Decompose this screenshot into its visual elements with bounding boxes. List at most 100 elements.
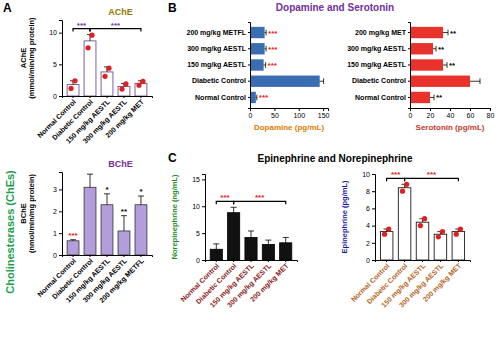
axis-line [59, 173, 63, 256]
panel-letter: C [168, 151, 177, 165]
tick: 10 [49, 29, 62, 36]
error-bar [213, 244, 219, 249]
significance-label: *** [268, 29, 278, 38]
y-axis-label: Norepinephrine (ng/mL) [170, 174, 179, 260]
value-axis: 050100150 [249, 108, 330, 119]
tick-label: 1 [53, 230, 57, 237]
tick-label: 4 [366, 222, 370, 229]
error-cap [436, 46, 437, 52]
category-tick: 300 mg/kg AESTL [347, 45, 410, 53]
x-axis-label: Dopamine (pg/mL) [254, 123, 325, 132]
axis-line [411, 109, 491, 112]
plot-area [410, 27, 480, 103]
tick-label: 10 [362, 171, 370, 178]
tick-mark [216, 260, 217, 262]
tick-mark [233, 260, 234, 262]
tick: 10 [192, 203, 205, 210]
error-line [251, 231, 252, 237]
error-bar [443, 62, 447, 68]
category-label: Diabetic Control [352, 77, 406, 84]
tick-label: 0 [366, 257, 370, 264]
tick-mark [422, 260, 423, 262]
category-tick: Normal Control [355, 94, 410, 101]
bar [250, 59, 264, 70]
data-point [68, 86, 73, 91]
tick-mark [372, 191, 375, 192]
error-cap [266, 46, 267, 52]
bar [410, 59, 443, 70]
error-line [470, 81, 480, 82]
significance-label: *** [391, 170, 401, 179]
category-tick: 200 mg/kg MET [355, 29, 410, 37]
tick-mark [251, 260, 252, 262]
category-label: 200 mg/kg METFL [186, 29, 246, 37]
tick: 60 [467, 108, 475, 119]
tick: 6 [366, 205, 375, 212]
axis-line [372, 175, 376, 261]
tick-mark [408, 32, 410, 33]
error-bar [264, 62, 266, 68]
y-axis-label: Epinephrine (pg/mL) [340, 180, 349, 253]
bar [84, 187, 96, 255]
tick: 4 [366, 222, 375, 229]
error-cap [283, 237, 289, 238]
bar [250, 27, 265, 38]
axis-line [251, 109, 329, 112]
tick-label: 5 [196, 230, 200, 237]
error-bar [248, 231, 254, 237]
tick-label: 0 [53, 93, 57, 100]
data-point [454, 232, 459, 237]
tick-mark [59, 96, 62, 97]
chart: 051015Normal ControlDiabetic Control150 … [170, 174, 298, 309]
tick-label: 100 [293, 112, 305, 119]
panel-title: Epinephrine and Norepinephrine [257, 153, 412, 164]
data-point [136, 83, 141, 88]
significance-label: *** [220, 193, 230, 202]
tick-label: 60 [467, 112, 475, 119]
bar [250, 76, 320, 87]
plot-area [210, 207, 292, 260]
tick-mark [372, 260, 375, 261]
tick-label: 0 [409, 112, 413, 119]
data-point [72, 78, 77, 83]
tick-mark [408, 97, 410, 98]
bar [250, 43, 265, 54]
error-line [320, 81, 324, 82]
tick: 1 [53, 230, 62, 237]
tick: 2 [53, 208, 62, 215]
tick-mark [123, 255, 124, 257]
panel-title: Dopamine and Serotonin [276, 2, 394, 13]
bar [210, 249, 222, 260]
tick-mark [73, 96, 74, 98]
tick-mark [59, 255, 62, 256]
tick-mark [248, 32, 250, 33]
chart: 0510Normal ControlDiabetic Control150 mg… [19, 7, 153, 145]
bar [245, 237, 257, 260]
tick-mark [248, 65, 250, 66]
error-cap [448, 30, 449, 36]
category-label: 200 mg/kg MET [104, 98, 146, 140]
tick: 100 [293, 108, 305, 119]
bar [280, 243, 292, 260]
error-cap [231, 207, 237, 208]
tick-label: 5 [53, 61, 57, 68]
category-tick: 200 mg/kg METFL [186, 29, 250, 37]
value-axis: 020406080 [409, 108, 495, 119]
plot-area [250, 27, 324, 103]
chart: 0246810Normal ControlDiabetic Control150… [340, 170, 471, 309]
tick-mark [404, 260, 405, 262]
chart: 020406080200 mg/kg MET300 mg/kg AESTL150… [347, 23, 494, 133]
tick-label: 50 [271, 112, 279, 119]
category-axis: Normal ControlDiabetic Control150 mg/kg … [350, 260, 471, 309]
bar [452, 232, 465, 260]
value-axis: 051015 [192, 175, 205, 264]
y-axis-label: BChE(nmol/min/mg protein) [19, 173, 36, 253]
tick-mark [202, 260, 205, 261]
tick-mark [59, 64, 62, 65]
bar [410, 76, 470, 87]
error-cap [434, 95, 435, 101]
tick: 8 [366, 188, 375, 195]
error-bar [443, 30, 448, 36]
data-point [140, 79, 145, 84]
figure: ACholinesterases (ChEs)BDopamine and Ser… [0, 0, 500, 345]
